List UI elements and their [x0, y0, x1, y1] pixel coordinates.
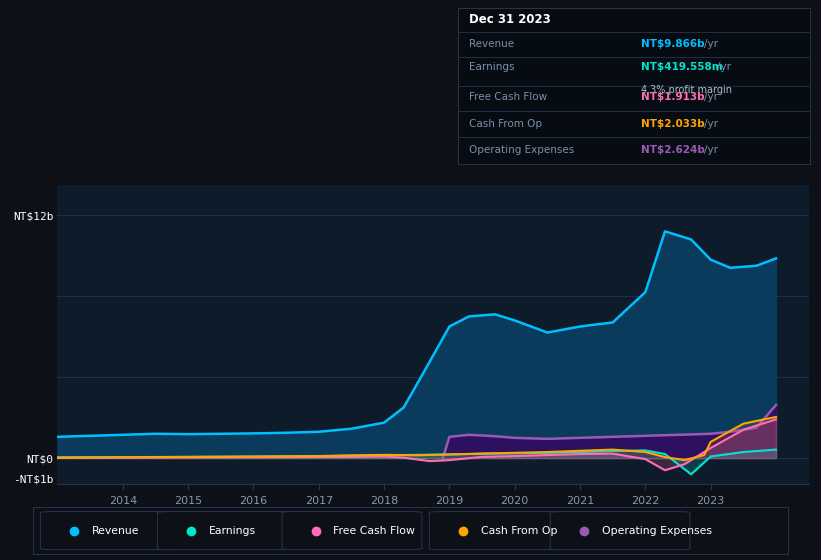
FancyBboxPatch shape: [158, 512, 297, 550]
Text: /yr: /yr: [704, 119, 718, 129]
Text: Cash From Op: Cash From Op: [481, 526, 557, 535]
Text: /yr: /yr: [704, 39, 718, 49]
Text: Operating Expenses: Operating Expenses: [469, 144, 574, 155]
Text: NT$2.033b: NT$2.033b: [641, 119, 709, 129]
Text: Revenue: Revenue: [469, 39, 514, 49]
Text: /yr: /yr: [704, 144, 718, 155]
Text: NT$1.913b: NT$1.913b: [641, 92, 708, 102]
FancyBboxPatch shape: [40, 512, 180, 550]
Text: /yr: /yr: [717, 62, 731, 72]
Text: /yr: /yr: [704, 92, 718, 102]
Text: NT$2.624b: NT$2.624b: [641, 144, 709, 155]
Text: Cash From Op: Cash From Op: [469, 119, 542, 129]
FancyBboxPatch shape: [282, 512, 422, 550]
Text: Earnings: Earnings: [469, 62, 514, 72]
Text: Revenue: Revenue: [92, 526, 140, 535]
Text: Operating Expenses: Operating Expenses: [602, 526, 712, 535]
Text: Free Cash Flow: Free Cash Flow: [333, 526, 415, 535]
Text: 4.3% profit margin: 4.3% profit margin: [641, 85, 732, 95]
Text: NT$419.558m: NT$419.558m: [641, 62, 726, 72]
Text: Dec 31 2023: Dec 31 2023: [469, 13, 550, 26]
FancyBboxPatch shape: [429, 512, 569, 550]
Text: Free Cash Flow: Free Cash Flow: [469, 92, 547, 102]
Text: NT$9.866b: NT$9.866b: [641, 39, 708, 49]
Text: Earnings: Earnings: [209, 526, 256, 535]
FancyBboxPatch shape: [550, 512, 690, 550]
